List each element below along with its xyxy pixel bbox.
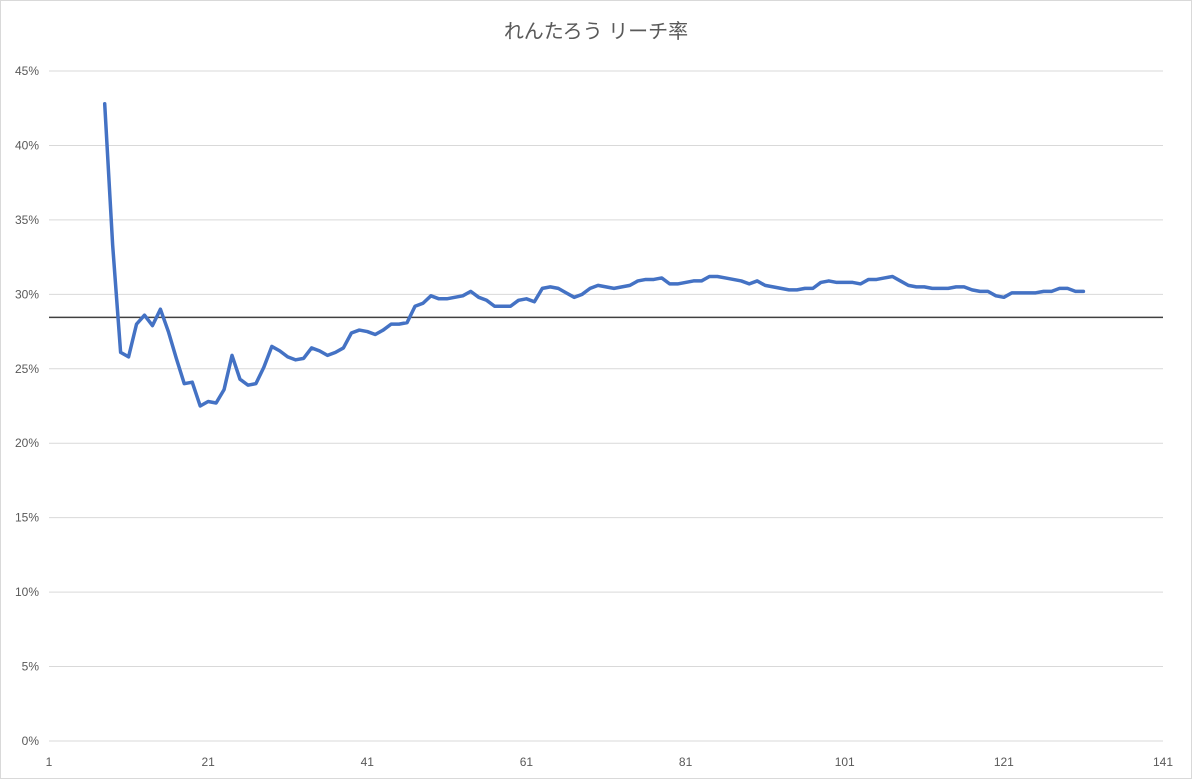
x-tick-label: 121 <box>994 755 1014 769</box>
x-axis-tick-labels: 1 21 41 61 81 101 121 141 <box>46 755 1174 769</box>
series-line <box>102 102 1086 408</box>
x-tick-label: 61 <box>520 755 534 769</box>
chart-title: れんたろう リーチ率 <box>504 20 688 43</box>
y-tick-label: 40% <box>15 138 39 152</box>
gridlines <box>49 70 1163 742</box>
x-tick-label: 141 <box>1153 755 1173 769</box>
series-layer <box>102 102 1086 408</box>
x-tick-label: 21 <box>201 755 215 769</box>
y-axis-tick-labels: 0% 5% 10% 15% 20% 25% 30% 35% 40% 45% <box>15 64 39 748</box>
y-tick-label: 35% <box>15 213 39 227</box>
y-tick-label: 20% <box>15 436 39 450</box>
x-tick-label: 1 <box>46 755 53 769</box>
y-tick-label: 5% <box>22 660 40 674</box>
y-tick-label: 45% <box>15 64 39 78</box>
y-tick-label: 10% <box>15 585 39 599</box>
y-tick-label: 25% <box>15 362 39 376</box>
x-tick-label: 101 <box>835 755 855 769</box>
x-tick-label: 41 <box>361 755 375 769</box>
y-tick-label: 30% <box>15 287 39 301</box>
y-tick-label: 15% <box>15 511 39 525</box>
y-tick-label: 0% <box>22 734 40 748</box>
x-tick-label: 81 <box>679 755 693 769</box>
